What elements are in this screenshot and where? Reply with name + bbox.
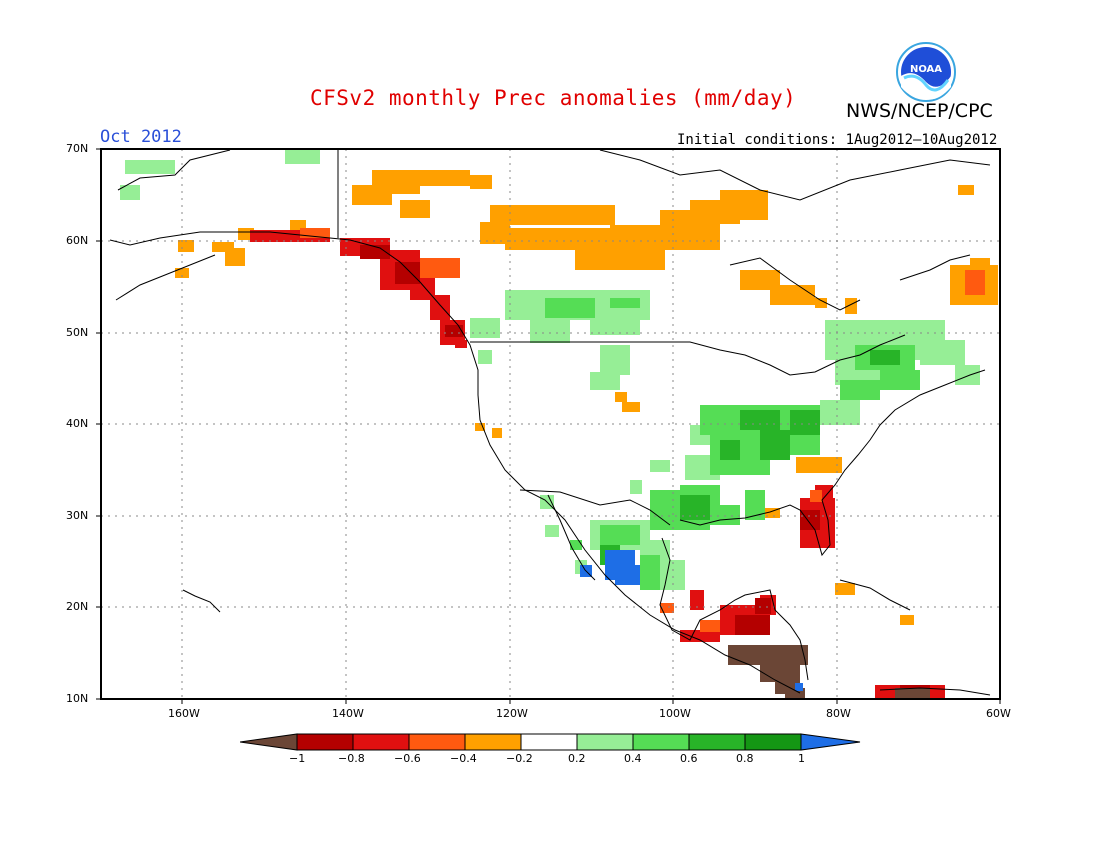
lat-label-30n: 30N (66, 509, 89, 522)
lon-label-60w: 60W (986, 707, 1011, 720)
lon-label-80w: 80W (826, 707, 851, 720)
lat-label-10n: 10N (66, 692, 89, 705)
colorbar-label-neg0.4: −0.4 (450, 752, 477, 765)
colorbar-label-neg0.6: −0.6 (394, 752, 421, 765)
lat-label-50n: 50N (66, 326, 89, 339)
colorbar-above-max (800, 733, 861, 751)
colorbar-label-neg0.8: −0.8 (338, 752, 365, 765)
noaa-logo: NOAA (896, 42, 956, 102)
lon-label-100w: 100W (659, 707, 691, 720)
colorbar (240, 733, 861, 751)
graticule (101, 149, 1000, 699)
noaa-logo-text: NOAA (910, 64, 942, 75)
month-label: Oct 2012 (100, 127, 182, 147)
colorbar-label-0.2: 0.2 (568, 752, 586, 765)
colorbar-label-0.8: 0.8 (736, 752, 754, 765)
lat-label-40n: 40N (66, 417, 89, 430)
colorbar-label-0.6: 0.6 (680, 752, 698, 765)
dry-anomaly-north-canada (175, 170, 998, 625)
lat-label-20n: 20N (66, 600, 89, 613)
coastlines (109, 149, 991, 696)
colorbar-label-neg0.2: −0.2 (506, 752, 533, 765)
lat-label-70n: 70N (66, 142, 89, 155)
colorbar-below-min (240, 733, 298, 751)
dry-anomaly-orange-red (300, 228, 985, 632)
colorbar-label-0.4: 0.4 (624, 752, 642, 765)
colorbar-label-1: 1 (798, 752, 805, 765)
lon-label-120w: 120W (496, 707, 528, 720)
initial-conditions-label: Initial conditions: 1Aug2012–10Aug2012 (677, 132, 998, 148)
lon-label-160w: 160W (168, 707, 200, 720)
colorbar-label-neg1: −1 (289, 752, 306, 765)
axis-ticks (96, 148, 1001, 704)
agency-label: NWS/NCEP/CPC (846, 100, 993, 122)
lon-label-140w: 140W (332, 707, 364, 720)
wet-anomaly-extreme (580, 550, 803, 691)
page-title: CFSv2 monthly Prec anomalies (mm/day) (310, 86, 797, 110)
lat-label-60n: 60N (66, 234, 89, 247)
